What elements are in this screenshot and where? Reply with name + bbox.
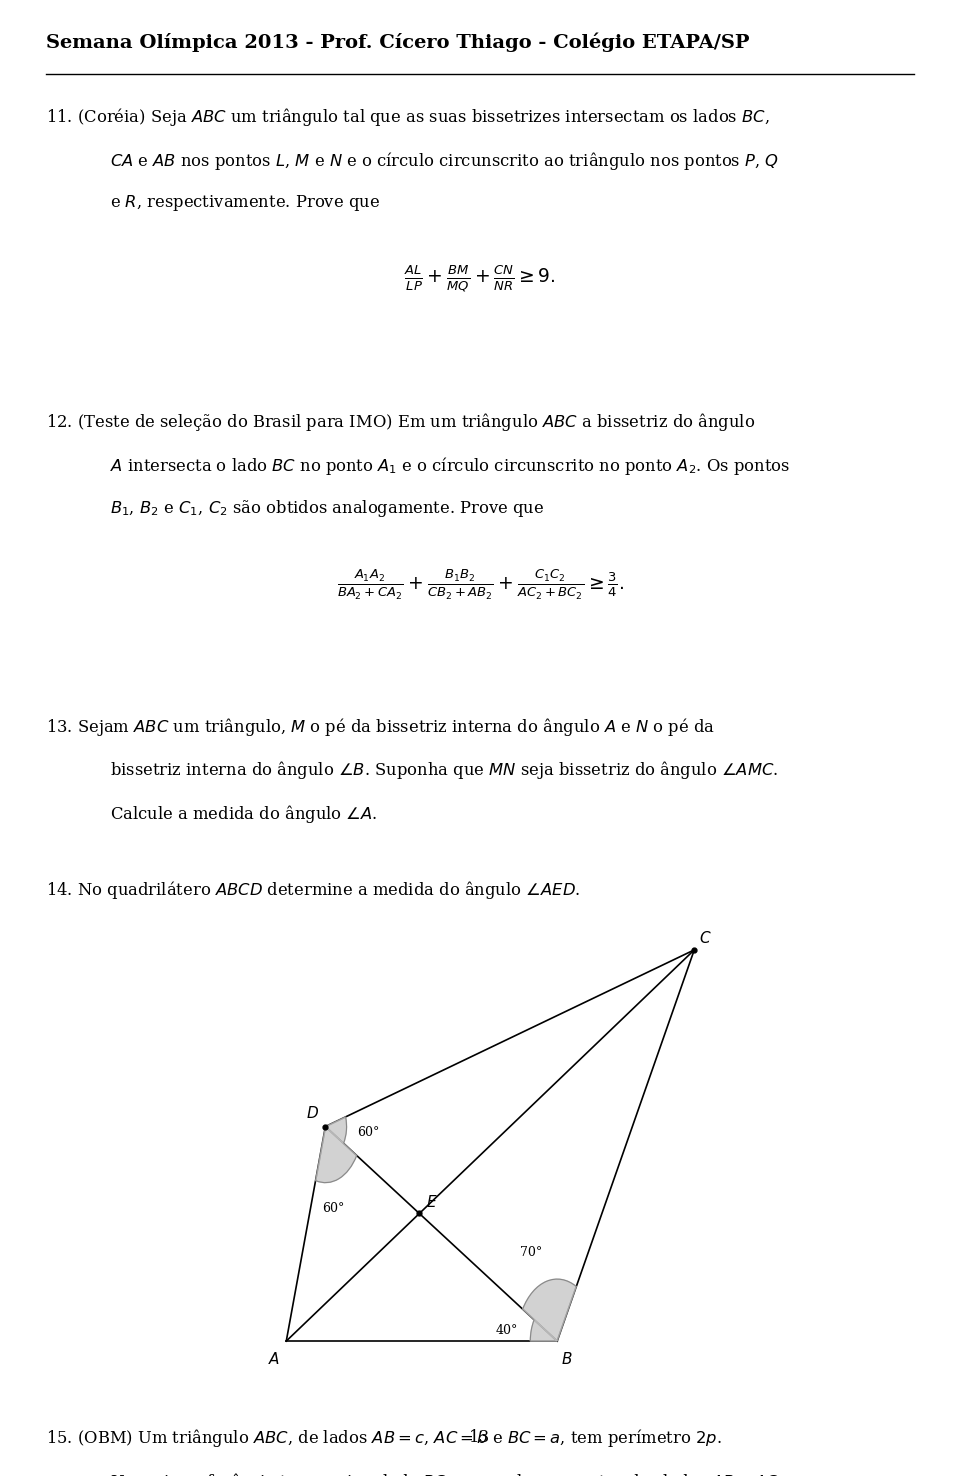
Text: $D$: $D$ [306, 1106, 319, 1120]
Text: $\frac{A_1A_2}{BA_2+CA_2} + \frac{B_1B_2}{CB_2+AB_2} + \frac{C_1C_2}{AC_2+BC_2} : $\frac{A_1A_2}{BA_2+CA_2} + \frac{B_1B_2… [337, 568, 623, 602]
Text: 60°: 60° [357, 1126, 379, 1139]
Text: 14. No quadrilátero $ABCD$ determine a medida do ângulo $\angle AED$.: 14. No quadrilátero $ABCD$ determine a m… [46, 878, 581, 900]
Text: $B$: $B$ [561, 1351, 572, 1367]
Text: $CA$ e $AB$ nos pontos $L$, $M$ e $N$ e o círculo circunscrito ao triângulo nos : $CA$ e $AB$ nos pontos $L$, $M$ e $N$ e … [110, 151, 780, 171]
Text: $\frac{AL}{LP} + \frac{BM}{MQ} + \frac{CN}{NR} \geq 9.$: $\frac{AL}{LP} + \frac{BM}{MQ} + \frac{C… [404, 263, 556, 294]
Text: 60°: 60° [323, 1201, 345, 1215]
Text: Semana Olímpica 2013 - Prof. Cícero Thiago - Colégio ETAPA/SP: Semana Olímpica 2013 - Prof. Cícero Thia… [46, 32, 750, 52]
Text: Uma circunferência tangencia o lado $BC$ e os prolongamentos dos lados $AB$ e $A: Uma circunferência tangencia o lado $BC$… [110, 1470, 780, 1476]
Polygon shape [325, 1117, 347, 1144]
Text: 11. (Coréia) Seja $ABC$ um triângulo tal que as suas bissetrizes intersectam os : 11. (Coréia) Seja $ABC$ um triângulo tal… [46, 106, 770, 128]
Text: 40°: 40° [496, 1324, 518, 1337]
Text: $A$: $A$ [268, 1351, 280, 1367]
Polygon shape [316, 1126, 357, 1182]
Text: $A$ intersecta o lado $BC$ no ponto $A_1$ e o círculo circunscrito no ponto $A_2: $A$ intersecta o lado $BC$ no ponto $A_1… [110, 455, 790, 477]
Text: e $R$, respectivamente. Prove que: e $R$, respectivamente. Prove que [110, 193, 380, 214]
Text: 70°: 70° [520, 1246, 542, 1259]
Text: Calcule a medida do ângulo $\angle A$.: Calcule a medida do ângulo $\angle A$. [110, 803, 378, 825]
Text: $C$: $C$ [699, 930, 712, 946]
Text: 12. (Teste de seleção do Brasil para IMO) Em um triângulo $ABC$ a bissetriz do â: 12. (Teste de seleção do Brasil para IMO… [46, 410, 756, 432]
Text: 13: 13 [469, 1429, 491, 1446]
Text: 13. Sejam $ABC$ um triângulo, $M$ o pé da bissetriz interna do ângulo $A$ e $N$ : 13. Sejam $ABC$ um triângulo, $M$ o pé d… [46, 716, 715, 738]
Text: 15. (OBM) Um triângulo $ABC$, de lados $AB = c$, $AC = b$ e $BC = a$, tem períme: 15. (OBM) Um triângulo $ABC$, de lados $… [46, 1427, 722, 1449]
Text: $B_1$, $B_2$ e $C_1$, $C_2$ são obtidos analogamente. Prove que: $B_1$, $B_2$ e $C_1$, $C_2$ são obtidos … [110, 497, 544, 520]
Polygon shape [530, 1320, 557, 1342]
Polygon shape [522, 1280, 576, 1342]
Text: $E$: $E$ [425, 1194, 437, 1210]
Text: bissetriz interna do ângulo $\angle B$. Suponha que $MN$ seja bissetriz do ângul: bissetriz interna do ângulo $\angle B$. … [110, 759, 779, 781]
